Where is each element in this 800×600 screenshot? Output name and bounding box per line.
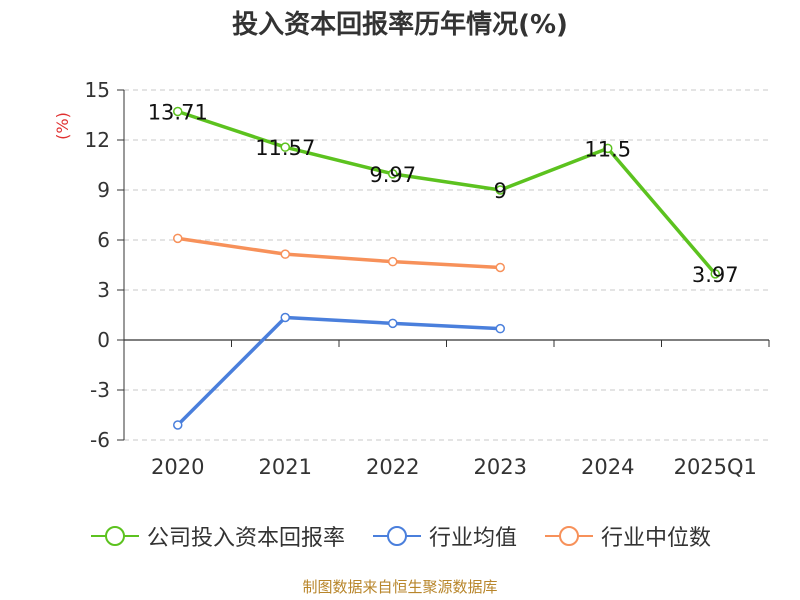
y-axis-label: (%) [53,112,72,140]
x-tick-label: 2025Q1 [674,455,757,479]
data-point [173,106,183,117]
y-tick-label: 6 [97,228,110,252]
data-point [280,249,290,259]
series-line [176,315,501,427]
data-point [495,185,505,195]
legend-swatch-industry-average [372,526,421,546]
legend-item-industry-average[interactable]: 行业均值 [371,520,517,552]
chart-legend: 公司投入资本回报率 行业均值 行业中位数 [0,520,800,552]
data-label: 11.5 [584,137,631,161]
data-label: 9 [494,179,507,203]
data-point [388,169,398,179]
data-point [280,312,290,323]
series-line [177,236,501,270]
x-tick-label: 2022 [366,455,419,479]
y-tick-label: 15 [85,78,110,102]
x-tick-label: 2021 [259,455,312,479]
legend-label-industry-average: 行业均值 [428,526,517,551]
y-tick-label: 12 [85,128,110,152]
data-label: 11.57 [255,136,315,160]
legend-label-company: 公司投入资本回报率 [146,526,345,551]
data-point [495,323,505,334]
data-point [710,269,720,279]
legend-swatch-company [90,526,139,546]
chart-title: 投入资本回报率历年情况(%) [232,10,568,40]
y-tick-label: 3 [97,278,110,302]
data-point [388,256,398,267]
data-point [173,233,183,244]
axis-layer: 15 12 9 6 3 0 -3 -6 2020 2021 2022 2023 2024 2025Q1 (%… [53,78,770,479]
data-point [603,143,613,154]
series-line [177,109,717,275]
y-tick-label: -6 [90,428,110,452]
y-tick-label: 9 [97,178,110,202]
y-tick-label: -3 [90,378,110,402]
legend-item-company[interactable]: 公司投入资本回报率 [89,520,345,552]
legend-label-industry-median: 行业中位数 [601,526,712,551]
x-tick-label: 2020 [151,455,204,479]
data-point [280,142,290,152]
y-tick-label: 0 [97,328,110,352]
legend-swatch-industry-median [545,526,593,546]
legend-item-industry-median[interactable]: 行业中位数 [543,520,711,552]
x-tick-label: 2023 [474,455,527,479]
data-point [495,262,505,273]
data-label-layer: 13.71 11.57 9.97 9 11.5 3.97 [148,101,739,287]
source-note: 制图数据来自恒生聚源数据库 [302,578,498,596]
x-tick-label: 2024 [581,455,634,479]
data-label: 3.97 [692,263,739,287]
data-point [388,318,398,329]
data-point [173,420,183,430]
data-label: 9.97 [369,163,416,187]
data-label: 13.71 [148,101,208,125]
series-layer [173,106,720,430]
